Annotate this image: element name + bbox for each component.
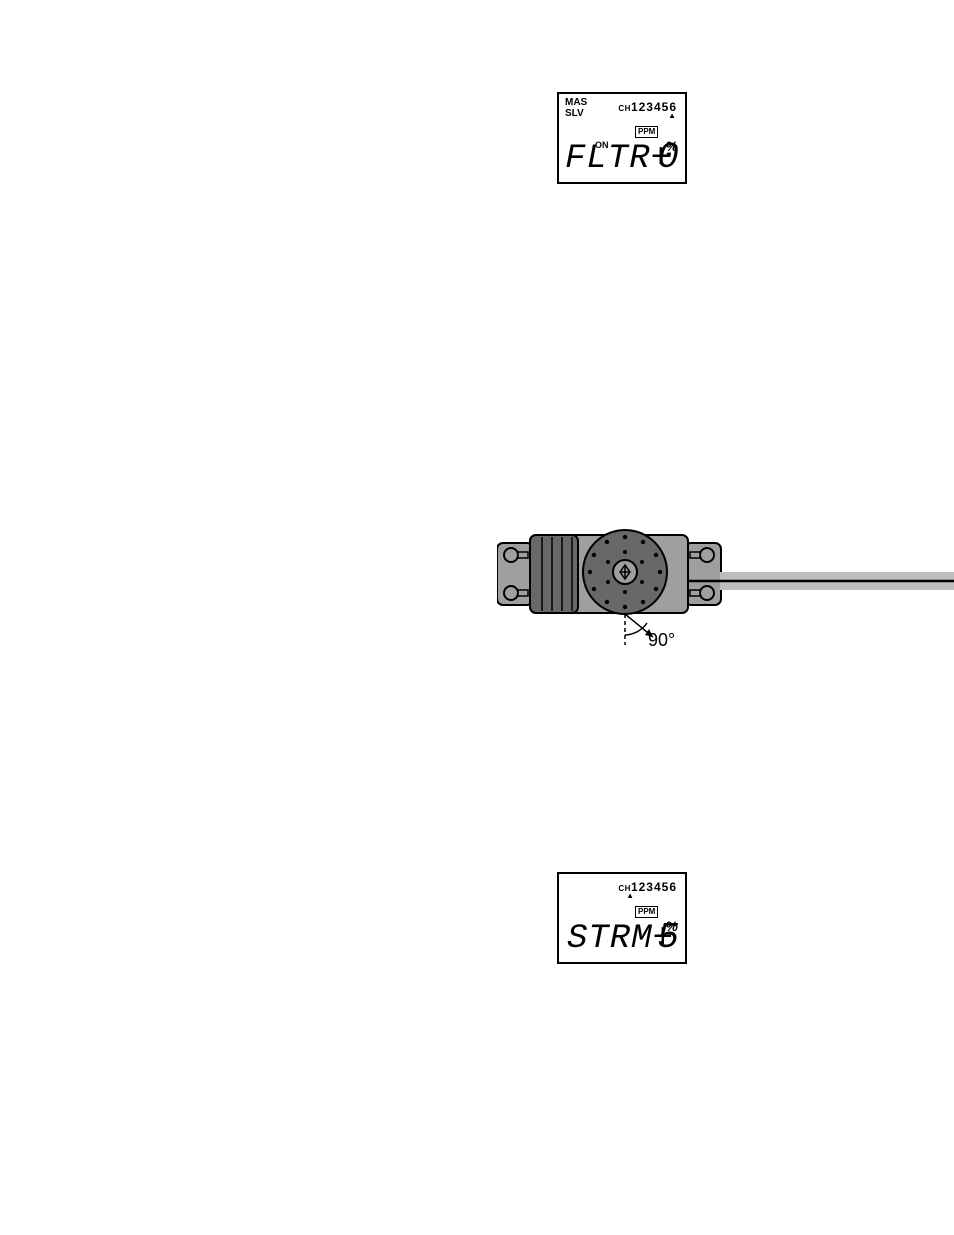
lcd1-seg-text: FLTR+ <box>565 140 672 178</box>
servo-body-left <box>530 535 578 613</box>
lcd-panel-strm-inner: CH123456 ▲ PPM % STRM+ 5 <box>559 874 685 962</box>
servo-tab-slot-br <box>690 590 700 596</box>
lcd-panel-fltr: MAS SLV CH123456 ▲ PPM ON % FLTR+ 0 <box>557 92 687 184</box>
lcd-panel-strm: CH123456 ▲ PPM % STRM+ 5 <box>557 872 687 964</box>
servo-tab-hole-tl <box>504 548 518 562</box>
lcd1-mas-slv: MAS SLV <box>565 98 587 119</box>
lcd1-ch-label: CH <box>618 104 631 113</box>
servo-tab-hole-br <box>700 586 714 600</box>
lcd1-mas: MAS <box>565 97 587 108</box>
servo-tab-slot-tr <box>690 552 700 558</box>
lcd1-seg-val: 0 <box>657 137 679 178</box>
lcd2-ppm: PPM <box>635 906 658 918</box>
servo-tab-hole-bl <box>504 586 518 600</box>
servo-tab-slot-tl <box>518 552 528 558</box>
servo-tab-slot-bl <box>518 590 528 596</box>
servo-diagram <box>497 525 954 665</box>
lcd1-caret: ▲ <box>668 111 676 120</box>
lcd2-seg-val: 5 <box>657 917 679 958</box>
lcd1-slv: SLV <box>565 108 584 119</box>
lcd2-caret: ▲ <box>626 891 634 900</box>
lcd-panel-fltr-inner: MAS SLV CH123456 ▲ PPM ON % FLTR+ 0 <box>559 94 685 182</box>
angle-ninety-label: 90° <box>648 630 675 651</box>
lcd2-ch-nums: 123456 <box>631 880 677 894</box>
lcd1-ppm: PPM <box>635 126 658 138</box>
servo-tab-hole-tr <box>700 548 714 562</box>
